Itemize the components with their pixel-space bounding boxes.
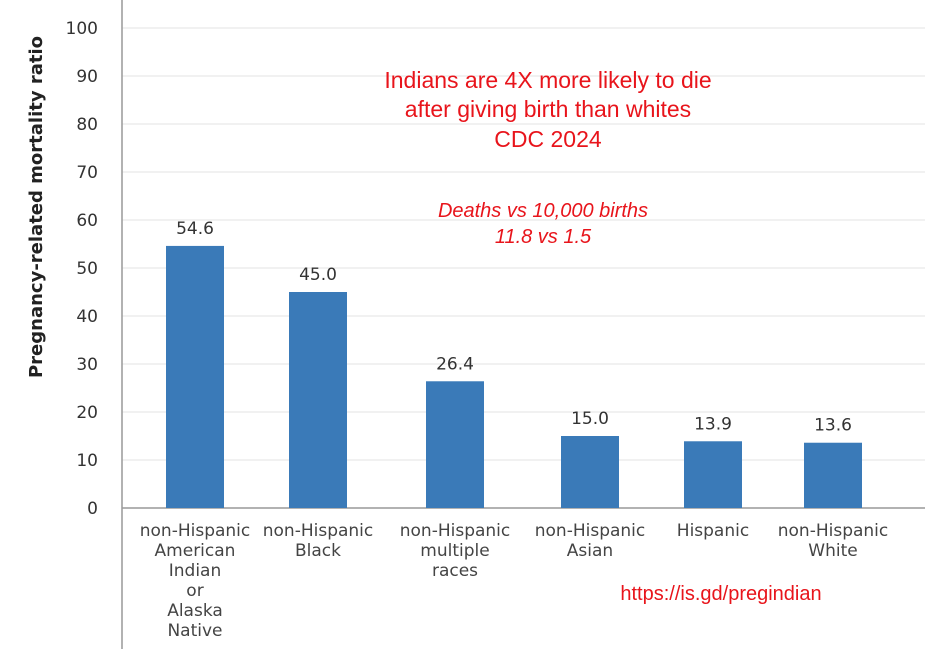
y-tick-label: 80 — [76, 115, 98, 135]
gridlines — [122, 27, 925, 461]
category-label-line: non-Hispanic — [400, 521, 511, 541]
category-labels: non-Hispanic American Indian or Alaska Native… — [140, 521, 889, 641]
data-label: 13.6 — [814, 416, 852, 436]
y-tick-label: 90 — [76, 67, 98, 87]
bar — [561, 436, 619, 508]
bar — [426, 381, 484, 508]
y-tick-label: 100 — [66, 19, 98, 39]
annotation-subtitle-line: Deaths vs 10,000 births — [438, 200, 648, 222]
y-tick-label: 50 — [76, 259, 98, 279]
category-label-line: or — [186, 581, 203, 601]
bar — [684, 441, 742, 508]
y-axis-ticks: 0 10 20 30 40 50 60 70 80 90 100 — [66, 19, 98, 519]
y-axis-title: Pregnancy-related mortality ratio — [26, 36, 47, 378]
y-tick-label: 30 — [76, 355, 98, 375]
annotation-headline: Indians are 4X more likely to die after … — [384, 67, 711, 152]
category-label-line: American — [155, 541, 236, 561]
data-label: 45.0 — [299, 265, 337, 285]
category-label-line: Alaska — [167, 601, 223, 621]
y-tick-label: 20 — [76, 403, 98, 423]
y-tick-label: 0 — [87, 499, 98, 519]
y-tick-label: 60 — [76, 211, 98, 231]
category-label-line: Black — [295, 541, 341, 561]
category-label-line: multiple — [420, 541, 489, 561]
category-label-line: races — [432, 561, 478, 581]
y-tick-label: 70 — [76, 163, 98, 183]
data-label: 26.4 — [436, 354, 474, 374]
category-label-line: Native — [167, 621, 222, 641]
bar — [804, 442, 862, 508]
category-label: non-Hispanic Black — [263, 521, 374, 561]
category-label-line: non-Hispanic — [778, 521, 889, 541]
bar — [166, 245, 224, 509]
category-label-line: Hispanic — [677, 521, 749, 541]
y-tick-label: 10 — [76, 451, 98, 471]
category-label: Hispanic — [677, 521, 749, 541]
category-label-line: Indian — [169, 561, 222, 581]
category-label-line: Asian — [567, 541, 613, 561]
category-label: non-Hispanic multiple races — [400, 521, 511, 581]
data-label: 15.0 — [571, 409, 609, 429]
data-labels: 54.6 45.0 26.4 15.0 13.9 13.6 — [176, 219, 852, 436]
data-label: 13.9 — [694, 414, 732, 434]
category-label-line: White — [808, 541, 857, 561]
annotation-subtitle: Deaths vs 10,000 births 11.8 vs 1.5 — [438, 200, 648, 248]
bars — [166, 245, 862, 509]
annotation-headline-line: after giving birth than whites — [405, 96, 691, 122]
category-label: non-Hispanic American Indian or Alaska Native — [140, 521, 251, 641]
y-tick-label: 40 — [76, 307, 98, 327]
category-label-line: non-Hispanic — [535, 521, 646, 541]
data-label: 54.6 — [176, 219, 214, 239]
category-label-line: non-Hispanic — [263, 521, 374, 541]
category-label: non-Hispanic White — [778, 521, 889, 561]
annotation-subtitle-line: 11.8 vs 1.5 — [495, 226, 592, 248]
annotation-headline-line: Indians are 4X more likely to die — [384, 67, 711, 93]
category-label: non-Hispanic Asian — [535, 521, 646, 561]
annotation-headline-line: CDC 2024 — [494, 126, 602, 152]
annotation-url: https://is.gd/pregindian — [620, 583, 821, 605]
bar — [289, 292, 347, 508]
category-label-line: non-Hispanic — [140, 521, 251, 541]
